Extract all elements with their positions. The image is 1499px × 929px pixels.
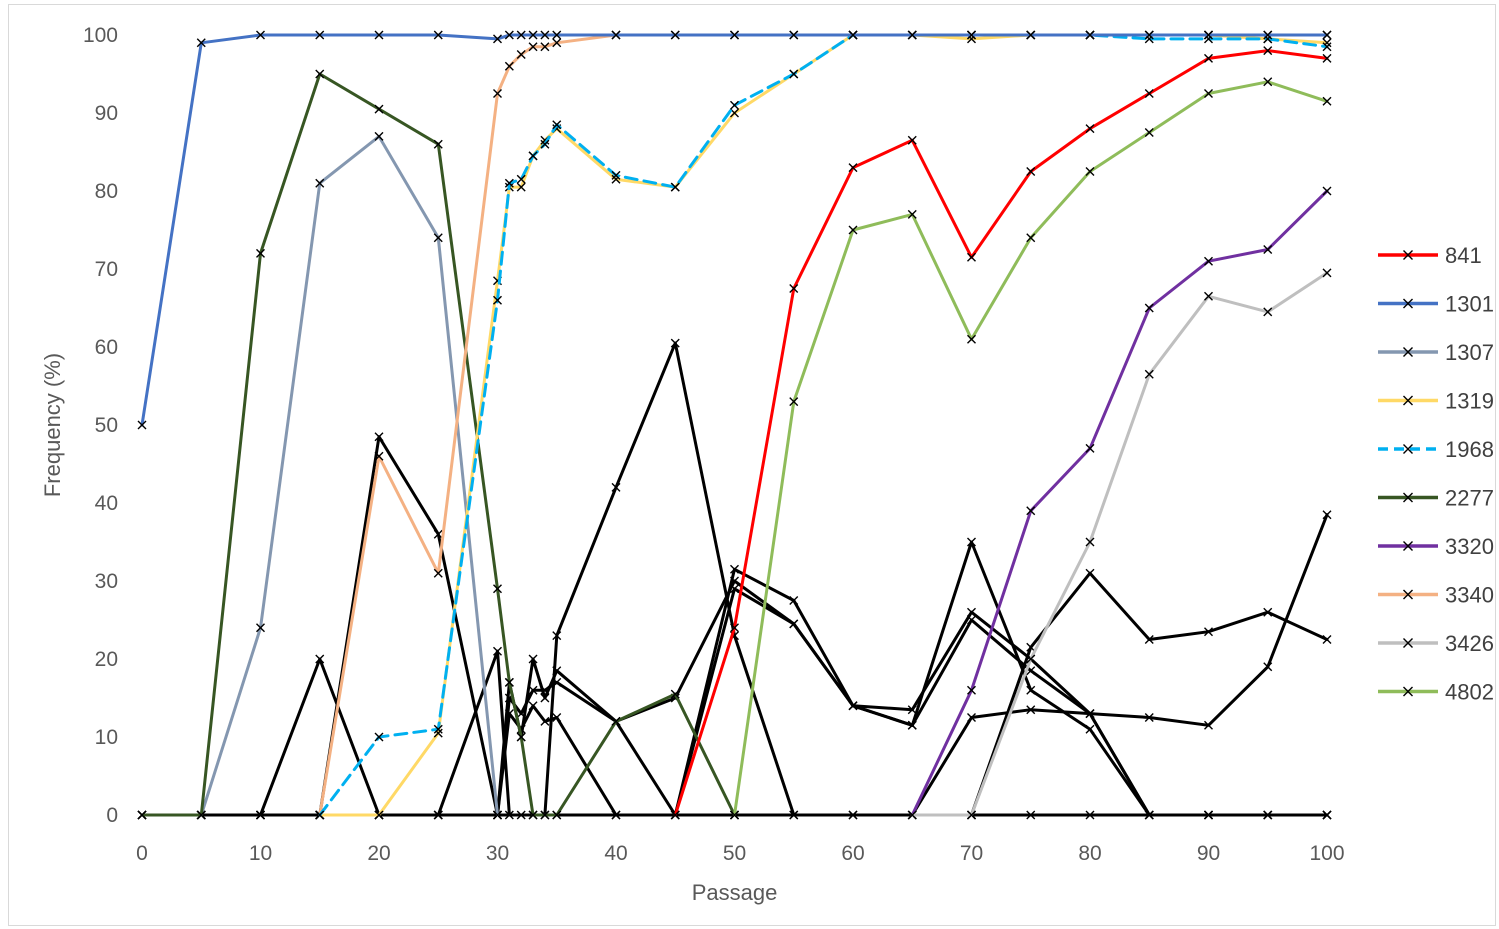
legend-item: 2277 (1378, 486, 1494, 511)
data-point-marker (1323, 269, 1331, 277)
y-tick-label: 80 (95, 180, 118, 203)
legend-label: 1307 (1445, 340, 1494, 365)
legend-item: 1968 (1378, 437, 1494, 462)
legend-item: 1307 (1378, 340, 1494, 365)
x-tick-label: 20 (367, 842, 390, 865)
y-axis-ticks: 0 10 20 30 40 50 60 70 80 90 100 (83, 24, 118, 827)
y-tick-label: 0 (106, 804, 118, 827)
data-point-marker (1086, 569, 1094, 577)
series-line (142, 136, 498, 815)
x-tick-label: 40 (604, 842, 627, 865)
legend-label: 2277 (1445, 486, 1494, 511)
series-4802 (731, 78, 1332, 819)
data-point-marker (517, 51, 525, 59)
legend-label: 1319 (1445, 389, 1494, 414)
legend-label: 1301 (1445, 292, 1494, 317)
y-tick-label: 30 (95, 570, 118, 593)
legend-label: 4802 (1445, 680, 1494, 705)
series-layer (138, 31, 1331, 819)
series-line (142, 74, 735, 815)
x-tick-label: 100 (1309, 842, 1344, 865)
data-point-marker (1086, 725, 1094, 733)
x-axis-title: Passage (692, 880, 778, 905)
series-black-2 (138, 577, 1331, 819)
series-line (675, 51, 1327, 815)
series-line (320, 35, 1327, 815)
y-tick-label: 70 (95, 258, 118, 281)
y-axis-title: Frequency (%) (40, 353, 65, 497)
series-black-5 (968, 569, 1332, 819)
y-tick-label: 10 (95, 726, 118, 749)
data-point-marker (1145, 129, 1153, 137)
y-tick-label: 100 (83, 24, 118, 47)
legend-label: 1968 (1445, 437, 1494, 462)
legend-label: 3426 (1445, 631, 1494, 656)
legend-label: 3320 (1445, 534, 1494, 559)
data-point-marker (1323, 187, 1331, 195)
legend-item: 3320 (1378, 534, 1494, 559)
legend-item: 841 (1378, 243, 1482, 268)
y-tick-label: 40 (95, 492, 118, 515)
x-tick-label: 0 (136, 842, 148, 865)
y-tick-label: 50 (95, 414, 118, 437)
y-tick-label: 60 (95, 336, 118, 359)
legend-item: 3340 (1378, 583, 1494, 608)
series-black-0 (138, 339, 1331, 819)
series-line (142, 581, 1327, 815)
series-3340 (316, 31, 1331, 819)
series-line (735, 82, 1328, 815)
x-tick-label: 30 (486, 842, 509, 865)
legend-item: 1301 (1378, 292, 1494, 317)
x-tick-label: 80 (1078, 842, 1101, 865)
data-point-marker (1027, 168, 1035, 176)
x-axis-ticks: 0 10 20 30 40 50 60 70 80 90 100 (136, 842, 1344, 865)
series-1319 (316, 31, 1331, 819)
legend-item: 1319 (1378, 389, 1494, 414)
series-line (320, 35, 1327, 815)
x-tick-label: 50 (723, 842, 746, 865)
series-line (912, 273, 1327, 815)
x-tick-label: 60 (841, 842, 864, 865)
series-line (142, 343, 1327, 815)
legend: 841 1301 1307 1319 1968 2277 3320 3340 3426 4802 (1378, 243, 1494, 705)
y-tick-label: 90 (95, 102, 118, 125)
series-1968 (316, 31, 1331, 819)
legend-label: 3340 (1445, 583, 1494, 608)
x-tick-label: 70 (960, 842, 983, 865)
x-tick-label: 90 (1197, 842, 1220, 865)
data-point-marker (1086, 168, 1094, 176)
legend-item: 3426 (1378, 631, 1494, 656)
series-line (320, 35, 1327, 815)
series-line (972, 573, 1328, 815)
y-tick-label: 20 (95, 648, 118, 671)
legend-item: 4802 (1378, 680, 1494, 705)
x-tick-label: 10 (249, 842, 272, 865)
series-line (142, 515, 1327, 815)
series-3320 (908, 187, 1331, 819)
legend-label: 841 (1445, 243, 1482, 268)
series-1307 (138, 132, 502, 819)
